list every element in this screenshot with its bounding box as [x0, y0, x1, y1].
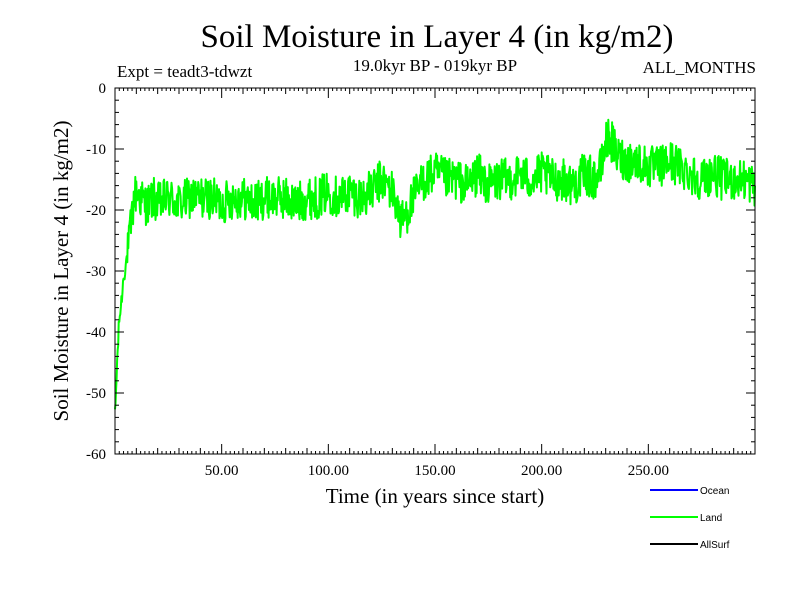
legend-label-land: Land — [700, 513, 722, 524]
plot-area — [114, 118, 756, 410]
series-line-land — [114, 118, 756, 410]
y-tick-label: -20 — [86, 203, 106, 219]
legend-label-allsurf: AllSurf — [700, 540, 730, 551]
x-axis-label: Time (in years since start) — [326, 484, 545, 508]
x-tick-label: 50.00 — [205, 463, 239, 479]
legend-label-ocean: Ocean — [700, 486, 729, 497]
y-tick-label: -40 — [86, 325, 106, 341]
period-label: 19.0kyr BP - 019kyr BP — [353, 56, 517, 75]
y-tick-label: -10 — [86, 142, 106, 158]
y-axis-label: Soil Moisture in Layer 4 (in kg/m2) — [49, 121, 73, 422]
axes: 50.00 100.00 150.00 200.00 250.00 0 -10 -20 -30 -… — [86, 81, 755, 479]
y-tick-label: -50 — [86, 386, 106, 402]
chart-title: Soil Moisture in Layer 4 (in kg/m2) — [201, 19, 674, 55]
x-tick-label: 200.00 — [521, 463, 562, 479]
x-tick-label: 250.00 — [628, 463, 669, 479]
plot-frame — [114, 87, 756, 455]
experiment-label: Expt = teadt3-tdwzt — [117, 62, 252, 81]
x-tick-label: 100.00 — [308, 463, 349, 479]
y-tick-label: 0 — [99, 81, 107, 97]
legend: Ocean Land AllSurf — [650, 486, 730, 551]
x-tick-label: 150.00 — [414, 463, 455, 479]
y-tick-label: -30 — [86, 264, 106, 280]
y-tick-label: -60 — [86, 447, 106, 463]
months-label: ALL_MONTHS — [643, 58, 756, 77]
